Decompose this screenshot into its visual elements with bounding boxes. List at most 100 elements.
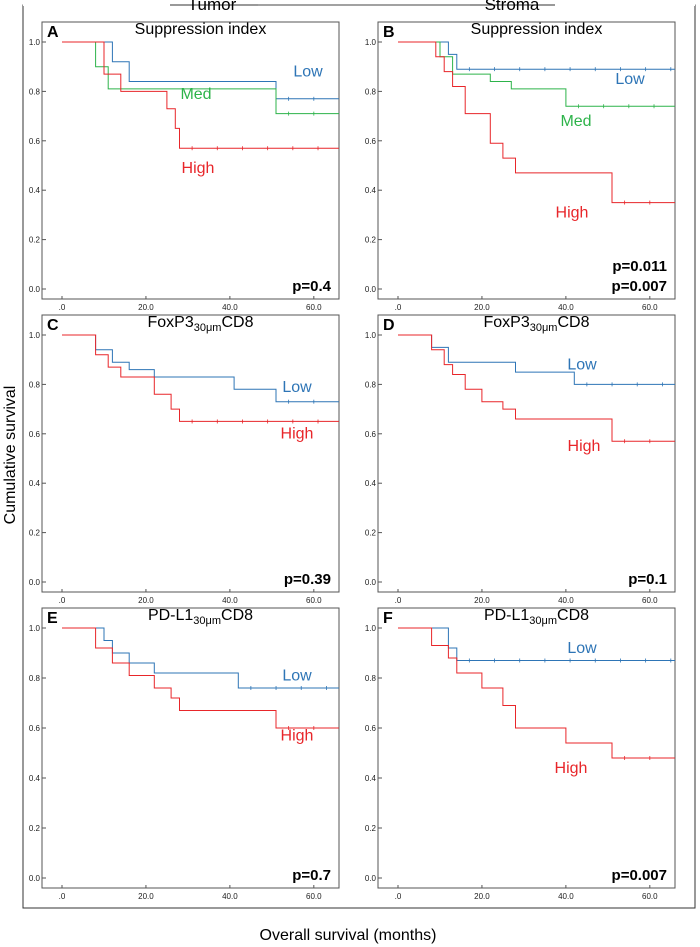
x-tick-label: 40.0 <box>558 892 574 901</box>
series-label-high: High <box>281 728 314 745</box>
y-tick-label: 0.0 <box>365 285 377 294</box>
y-tick-label: 0.8 <box>29 87 41 96</box>
series-line-high <box>398 334 675 442</box>
panel-letter: F <box>383 610 393 627</box>
x-tick-label: 40.0 <box>558 303 574 312</box>
x-tick-label: 20.0 <box>474 892 490 901</box>
series-label-high: High <box>556 204 589 221</box>
y-tick-label: 0.0 <box>365 578 377 587</box>
series-label-high: High <box>182 160 215 177</box>
y-tick-label: 1.0 <box>365 38 377 47</box>
p-value: p=0.39 <box>284 571 331 588</box>
panel-frame <box>377 314 676 593</box>
y-tick-label: 0.2 <box>29 529 41 538</box>
series-line-low <box>398 334 675 385</box>
x-tick-label: 20.0 <box>138 892 154 901</box>
y-tick-label: 0.6 <box>365 137 377 146</box>
y-tick-label: 0.6 <box>365 724 377 733</box>
y-tick-label: 0.8 <box>29 380 41 389</box>
panel-c: 0.0 0.2 0.4 0.6 0.8 1.0 .0 20.0 40.0 60.0 C FoxP330… <box>29 314 340 605</box>
x-axis-label: Overall survival (months) <box>260 927 437 944</box>
x-tick-label: .0 <box>395 892 402 901</box>
series-label-low: Low <box>282 379 312 396</box>
x-tick-label: 60.0 <box>306 892 322 901</box>
y-tick-label: 0.2 <box>365 824 377 833</box>
panel-title: Suppression index <box>135 21 267 38</box>
y-tick-label: 0.6 <box>29 137 41 146</box>
title-tail: CD8 <box>557 607 589 624</box>
p-value: p=0.4 <box>292 278 331 295</box>
panel-title: FoxP330μmCD8 <box>483 314 589 334</box>
series-label-low: Low <box>282 668 312 685</box>
series-line-low <box>398 627 675 661</box>
y-tick-label: 0.4 <box>365 774 377 783</box>
x-tick-label: 60.0 <box>306 303 322 312</box>
title-tail: CD8 <box>557 314 589 331</box>
series-line-high <box>62 627 339 729</box>
title-main: Suppression index <box>471 21 603 38</box>
series-line-high <box>62 41 339 149</box>
y-tick-label: 0.8 <box>365 674 377 683</box>
y-tick-label: 1.0 <box>365 331 377 340</box>
x-tick-label: 60.0 <box>642 596 658 605</box>
y-tick-label: 0.4 <box>29 186 41 195</box>
y-tick-label: 1.0 <box>29 38 41 47</box>
panel-d: 0.0 0.2 0.4 0.6 0.8 1.0 .0 20.0 40.0 60.0 D FoxP330… <box>365 314 676 605</box>
title-main: FoxP3 <box>147 314 193 331</box>
x-tick-label: 60.0 <box>306 596 322 605</box>
panel-frame <box>41 607 340 889</box>
series-label-high: High <box>568 438 601 455</box>
panels: 0.0 0.2 0.4 0.6 0.8 1.0 .0 20.0 40.0 60.0 A Suppres… <box>29 21 676 901</box>
panel-b: 0.0 0.2 0.4 0.6 0.8 1.0 .0 20.0 40.0 60.0 B Suppres… <box>365 21 676 312</box>
title-subscript: 30μm <box>194 322 222 334</box>
x-tick-label: 40.0 <box>222 892 238 901</box>
x-tick-label: 60.0 <box>642 892 658 901</box>
panel-title: PD-L130μmCD8 <box>148 607 253 627</box>
y-tick-label: 0.4 <box>29 479 41 488</box>
p-value: p=0.1 <box>628 571 667 588</box>
panel-letter: E <box>47 610 58 627</box>
series-label-high: High <box>555 760 588 777</box>
p-value: p=0.007 <box>612 278 667 295</box>
series-label-low: Low <box>293 64 323 81</box>
y-tick-label: 0.2 <box>29 236 41 245</box>
series-label-med: Med <box>180 86 211 103</box>
panel-frame <box>377 607 676 889</box>
title-main: FoxP3 <box>483 314 529 331</box>
title-tail: CD8 <box>221 314 253 331</box>
series-line-high <box>62 334 339 422</box>
series-line-high <box>398 627 675 759</box>
y-tick-label: 0.4 <box>365 186 377 195</box>
title-main: Suppression index <box>135 21 267 38</box>
figure-frame <box>22 4 696 909</box>
series-label-low: Low <box>567 640 597 657</box>
y-tick-label: 0.6 <box>365 430 377 439</box>
panel-f: 0.0 0.2 0.4 0.6 0.8 1.0 .0 20.0 40.0 60.0 F PD-L130… <box>365 607 676 901</box>
x-tick-label: 20.0 <box>138 303 154 312</box>
x-tick-label: 40.0 <box>222 303 238 312</box>
panel-frame <box>41 314 340 593</box>
panel-title: PD-L130μmCD8 <box>484 607 589 627</box>
p-value: p=0.007 <box>612 867 667 884</box>
x-tick-label: 40.0 <box>558 596 574 605</box>
x-tick-label: 40.0 <box>222 596 238 605</box>
header-tumor: Tumor <box>188 0 237 14</box>
y-tick-label: 1.0 <box>29 624 41 633</box>
title-subscript: 30μm <box>193 615 221 627</box>
header-stroma: Stroma <box>485 0 540 14</box>
x-tick-label: .0 <box>59 303 66 312</box>
y-tick-label: 0.8 <box>29 674 41 683</box>
x-tick-label: 20.0 <box>138 596 154 605</box>
series-line-med <box>62 41 339 115</box>
title-subscript: 30μm <box>529 615 557 627</box>
series-line-low <box>62 334 339 403</box>
title-main: PD-L1 <box>148 607 193 624</box>
y-tick-label: 0.4 <box>365 479 377 488</box>
panel-letter: D <box>383 317 395 334</box>
x-tick-label: 60.0 <box>642 303 658 312</box>
panel-letter: A <box>47 24 59 41</box>
panel-letter: C <box>47 317 59 334</box>
y-tick-label: 0.0 <box>29 874 41 883</box>
y-tick-label: 0.6 <box>29 430 41 439</box>
